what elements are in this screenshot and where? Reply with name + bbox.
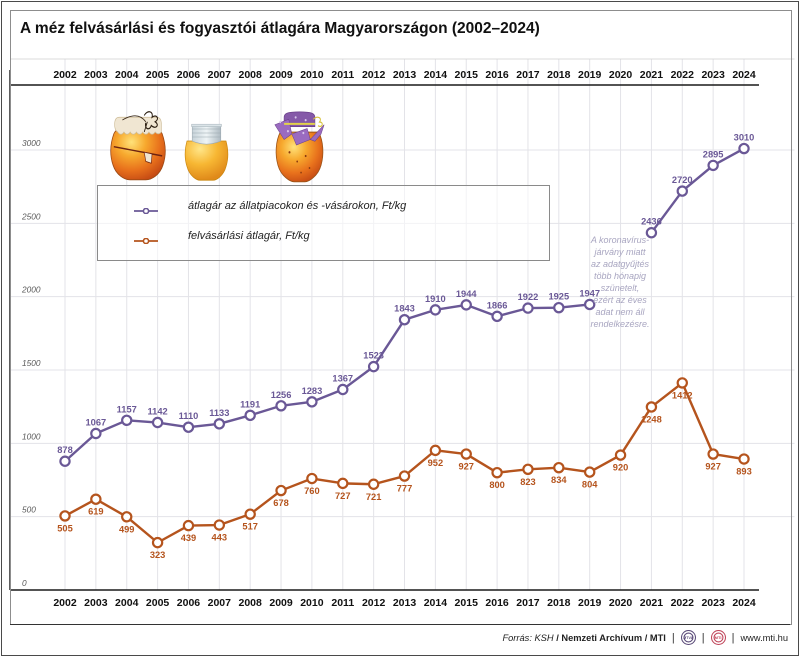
svg-text:1110: 1110 — [179, 411, 199, 421]
svg-text:920: 920 — [613, 463, 629, 473]
svg-text:2005: 2005 — [146, 597, 170, 609]
svg-text:2015: 2015 — [455, 597, 479, 609]
svg-text:2004: 2004 — [115, 69, 139, 81]
svg-text:800: 800 — [489, 480, 505, 490]
svg-text:2016: 2016 — [485, 597, 509, 609]
svg-text:893: 893 — [736, 467, 752, 477]
svg-text:2002: 2002 — [53, 597, 77, 609]
svg-text:2016: 2016 — [485, 69, 509, 81]
svg-text:3000: 3000 — [22, 138, 41, 148]
svg-text:619: 619 — [88, 507, 104, 517]
svg-text:1142: 1142 — [148, 407, 168, 417]
svg-text:1922: 1922 — [518, 292, 539, 302]
svg-text:927: 927 — [458, 462, 474, 472]
svg-text:2017: 2017 — [516, 69, 540, 81]
svg-text:2014: 2014 — [424, 597, 448, 609]
svg-text:1925: 1925 — [548, 292, 569, 302]
svg-text:2011: 2011 — [331, 597, 354, 609]
svg-text:1412: 1412 — [672, 390, 693, 400]
svg-text:1283: 1283 — [302, 386, 323, 396]
svg-text:2002: 2002 — [53, 69, 77, 81]
svg-text:1067: 1067 — [86, 418, 107, 428]
svg-text:2022: 2022 — [671, 597, 695, 609]
svg-text:2010: 2010 — [300, 69, 324, 81]
svg-text:2004: 2004 — [115, 597, 139, 609]
svg-text:1256: 1256 — [271, 390, 292, 400]
svg-text:1500: 1500 — [22, 358, 41, 368]
svg-text:1248: 1248 — [641, 414, 662, 424]
svg-text:2500: 2500 — [21, 211, 41, 221]
svg-text:2020: 2020 — [609, 69, 633, 81]
svg-text:927: 927 — [705, 462, 721, 472]
svg-text:2013: 2013 — [393, 597, 417, 609]
svg-text:2011: 2011 — [331, 69, 354, 81]
svg-text:1157: 1157 — [117, 404, 137, 414]
svg-text:777: 777 — [397, 484, 413, 494]
svg-text:2010: 2010 — [300, 597, 324, 609]
svg-text:2022: 2022 — [671, 69, 695, 81]
svg-text:2018: 2018 — [547, 69, 571, 81]
svg-text:952: 952 — [428, 458, 444, 468]
svg-text:517: 517 — [242, 522, 258, 532]
svg-text:2019: 2019 — [578, 597, 602, 609]
svg-text:323: 323 — [150, 550, 166, 560]
svg-text:3010: 3010 — [734, 133, 755, 143]
svg-text:2008: 2008 — [239, 69, 263, 81]
svg-text:2006: 2006 — [177, 69, 201, 81]
svg-text:2009: 2009 — [269, 69, 293, 81]
svg-text:2436: 2436 — [641, 217, 662, 227]
svg-text:2014: 2014 — [424, 69, 448, 81]
svg-text:2024: 2024 — [732, 597, 756, 609]
svg-text:2003: 2003 — [84, 597, 108, 609]
svg-text:2720: 2720 — [672, 175, 693, 185]
svg-text:2020: 2020 — [609, 597, 633, 609]
svg-text:1843: 1843 — [394, 304, 415, 314]
svg-text:2003: 2003 — [84, 69, 108, 81]
svg-text:1191: 1191 — [240, 399, 260, 409]
svg-text:2895: 2895 — [703, 149, 724, 159]
svg-text:2013: 2013 — [393, 69, 417, 81]
svg-text:878: 878 — [57, 445, 73, 455]
svg-text:2021: 2021 — [640, 597, 664, 609]
svg-text:2007: 2007 — [208, 597, 232, 609]
svg-text:0: 0 — [22, 578, 27, 588]
svg-text:443: 443 — [212, 533, 228, 543]
svg-text:2000: 2000 — [21, 285, 41, 295]
svg-text:2009: 2009 — [269, 597, 293, 609]
svg-text:823: 823 — [520, 477, 536, 487]
svg-text:1367: 1367 — [332, 374, 353, 384]
svg-text:1523: 1523 — [363, 351, 384, 361]
svg-text:499: 499 — [119, 524, 135, 534]
svg-text:804: 804 — [582, 480, 598, 490]
svg-text:678: 678 — [273, 498, 289, 508]
svg-text:727: 727 — [335, 491, 351, 501]
svg-text:2018: 2018 — [547, 597, 571, 609]
svg-text:2019: 2019 — [578, 69, 602, 81]
svg-text:2008: 2008 — [239, 597, 263, 609]
svg-text:1133: 1133 — [209, 408, 229, 418]
svg-text:439: 439 — [181, 533, 197, 543]
svg-text:2012: 2012 — [362, 69, 386, 81]
svg-text:1944: 1944 — [456, 289, 478, 299]
svg-text:1000: 1000 — [22, 431, 41, 441]
svg-text:2012: 2012 — [362, 597, 386, 609]
svg-text:1866: 1866 — [487, 300, 508, 310]
svg-text:1910: 1910 — [425, 294, 446, 304]
svg-text:2017: 2017 — [516, 597, 540, 609]
svg-text:2015: 2015 — [455, 69, 479, 81]
svg-text:2024: 2024 — [732, 69, 756, 81]
svg-text:2021: 2021 — [640, 69, 664, 81]
svg-text:505: 505 — [57, 523, 73, 533]
svg-text:500: 500 — [22, 505, 36, 515]
svg-text:721: 721 — [366, 492, 382, 502]
svg-text:2006: 2006 — [177, 597, 201, 609]
svg-text:834: 834 — [551, 475, 567, 485]
svg-text:2007: 2007 — [208, 69, 232, 81]
svg-text:2023: 2023 — [701, 597, 725, 609]
svg-text:2005: 2005 — [146, 69, 170, 81]
svg-text:760: 760 — [304, 486, 320, 496]
svg-text:2023: 2023 — [701, 69, 725, 81]
